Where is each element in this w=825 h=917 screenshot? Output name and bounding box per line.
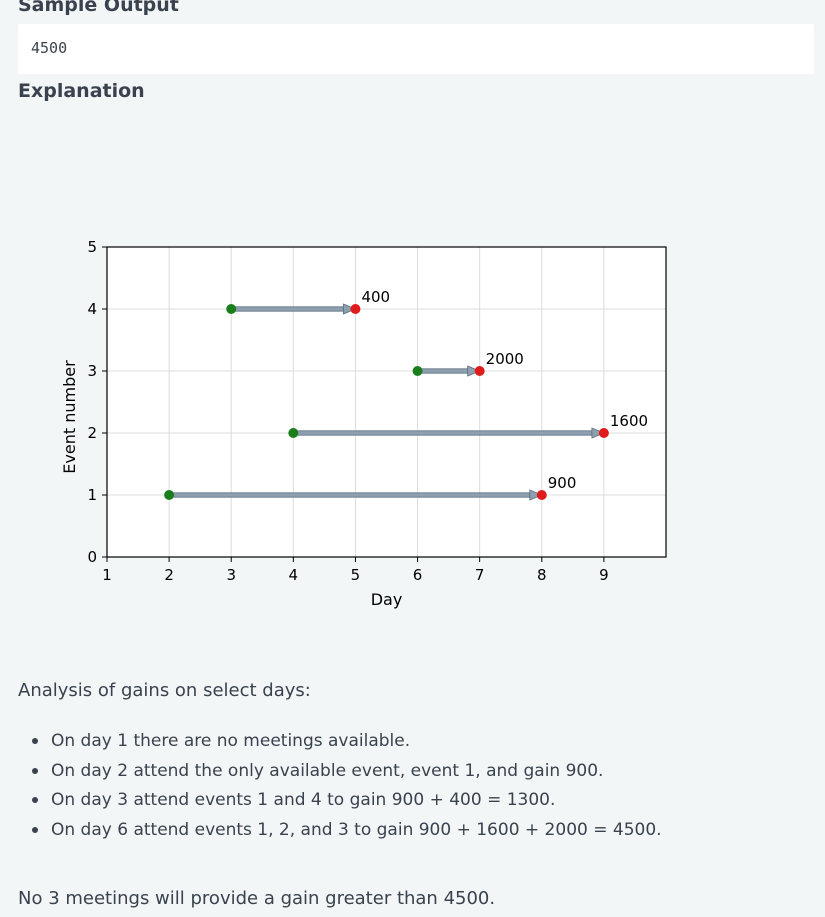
x-tick-label: 4 <box>289 566 299 584</box>
event-arrow-shaft <box>230 306 344 312</box>
event-end-point <box>474 366 485 376</box>
bullet-dot <box>32 738 38 744</box>
event-end-point <box>536 490 547 500</box>
x-tick-label: 9 <box>599 566 609 584</box>
event-start-point <box>164 490 175 500</box>
plot-frame <box>106 246 667 558</box>
y-axis-label: Event number <box>60 360 79 474</box>
x-tick-label: 3 <box>226 566 236 584</box>
list-item: On day 1 there are no meetings available… <box>30 729 662 759</box>
sample-output-value: 4500 <box>31 39 68 57</box>
y-tick-label: 3 <box>87 362 97 380</box>
list-item-text: On day 3 attend events 1 and 4 to gain 9… <box>51 790 556 810</box>
x-axis-label: Day <box>371 590 403 609</box>
event-arrow-shaft <box>168 492 531 498</box>
event-start-point <box>412 366 423 376</box>
list-item-text: On day 2 attend the only available event… <box>51 760 604 781</box>
event-arrow-shaft <box>292 430 593 436</box>
x-tick-label: 7 <box>475 566 485 584</box>
y-tick-label: 1 <box>87 486 97 504</box>
event-end-point <box>350 304 361 314</box>
event-gain-label: 1600 <box>610 412 648 430</box>
explanation-heading: Explanation <box>18 80 145 102</box>
bullet-dot <box>32 826 38 833</box>
y-tick-label: 5 <box>87 238 97 256</box>
sample-output-block: 4500 <box>18 24 814 74</box>
event-arrow-head <box>467 365 481 377</box>
list-item: On day 3 attend events 1 and 4 to gain 9… <box>30 788 662 818</box>
sample-output-heading: Sample Output <box>18 0 179 16</box>
plot-area <box>107 247 666 557</box>
conclusion-text: No 3 meetings will provide a gain greate… <box>18 888 496 909</box>
y-tick-label: 0 <box>87 548 97 566</box>
bullet-dot <box>32 767 38 774</box>
x-tick-label: 2 <box>164 566 174 584</box>
events-chart: 900 1600 2000 400 1 2 3 4 5 6 7 8 9 0 1 2 3 4 5 Day Event nu… <box>50 230 690 620</box>
event-gain-label: 2000 <box>486 350 524 368</box>
event-arrow-head <box>529 489 543 501</box>
x-tick-label: 1 <box>102 566 112 584</box>
event-start-point <box>288 428 299 438</box>
x-tick-label: 6 <box>413 566 423 584</box>
analysis-intro: Analysis of gains on select days: <box>18 680 311 701</box>
event-arrow-shaft <box>417 368 469 374</box>
list-item: On day 6 attend events 1, 2, and 3 to ga… <box>30 818 662 848</box>
event-gain-label: 400 <box>361 288 390 306</box>
list-item-text: On day 6 attend events 1, 2, and 3 to ga… <box>51 819 662 840</box>
event-end-point <box>598 428 609 438</box>
event-start-point <box>226 304 237 314</box>
x-tick-label: 8 <box>537 566 547 584</box>
y-tick-label: 4 <box>87 300 97 318</box>
list-item: On day 2 attend the only available event… <box>30 759 662 789</box>
x-tick-label: 5 <box>351 566 361 584</box>
analysis-list: On day 1 there are no meetings available… <box>30 729 662 847</box>
event-arrow-head <box>591 427 605 439</box>
event-arrow-head <box>343 303 357 315</box>
event-gain-label: 900 <box>548 474 577 492</box>
bullet-dot <box>32 797 38 803</box>
list-item-text: On day 1 there are no meetings available… <box>51 731 411 751</box>
y-tick-label: 2 <box>87 424 97 442</box>
